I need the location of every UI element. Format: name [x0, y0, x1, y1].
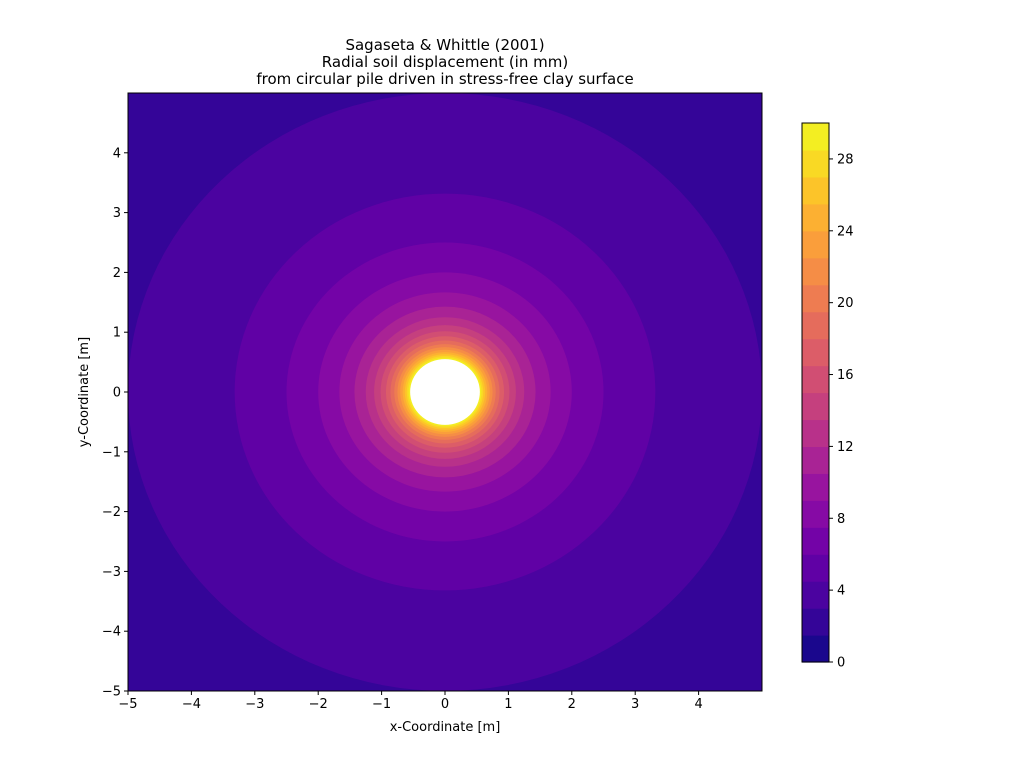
- colorbar-frame: [801, 122, 830, 663]
- colorbar-segment: [802, 176, 829, 205]
- y-tick-label: 2: [113, 266, 121, 281]
- x-tick-label: −5: [118, 697, 137, 712]
- colorbar-segment: [802, 635, 829, 663]
- title-line-3: from circular pile driven in stress-free…: [256, 70, 633, 88]
- y-tick-label: −4: [102, 625, 121, 640]
- colorbar-segment: [802, 446, 829, 474]
- y-tick-label: 1: [113, 326, 121, 341]
- colorbar-segment: [802, 500, 829, 528]
- pile: [410, 359, 480, 425]
- x-tick-label: 0: [441, 697, 449, 712]
- y-tick-label: −2: [102, 505, 121, 520]
- colorbar-segment: [802, 473, 829, 501]
- colorbar-segment: [802, 123, 829, 151]
- colorbar-tick-label: 28: [837, 152, 854, 167]
- x-tick-label: 1: [504, 697, 512, 712]
- x-tick-label: −1: [372, 697, 391, 712]
- colorbar-segment: [802, 203, 829, 232]
- x-tick-label: 2: [568, 697, 576, 712]
- colorbar-tick-label: 20: [837, 296, 854, 311]
- y-axis-label: y-Coordinate [m]: [77, 337, 92, 447]
- colorbar-tick-label: 0: [837, 656, 845, 671]
- colorbar-tick-label: 8: [837, 512, 845, 527]
- x-tick-label: −4: [182, 697, 201, 712]
- chart-title: Sagaseta & Whittle (2001) Radial soil di…: [256, 36, 633, 88]
- pile-hole: [410, 359, 480, 425]
- colorbar-segment: [802, 365, 829, 394]
- x-tick-label: −2: [309, 697, 328, 712]
- y-tick-label: 3: [113, 206, 121, 221]
- title-line-1: Sagaseta & Whittle (2001): [345, 36, 544, 54]
- colorbar-tick-label: 12: [837, 440, 854, 455]
- colorbar-segment: [802, 149, 829, 178]
- colorbar-segment: [802, 419, 829, 447]
- x-tick-label: 4: [694, 697, 702, 712]
- x-axis: −5 −4 −3 −2 −1 0 1 2 3 4: [118, 691, 703, 712]
- colorbar: 0 4 8 12 16 20 24 28: [801, 122, 854, 671]
- x-tick-label: 3: [631, 697, 639, 712]
- colorbar-segment: [802, 338, 829, 367]
- colorbar-segment: [802, 230, 829, 259]
- colorbar-tick-label: 24: [837, 224, 854, 239]
- colorbar-tick-label: 16: [837, 368, 854, 383]
- colorbar-tick-label: 4: [837, 584, 845, 599]
- y-tick-label: 4: [113, 146, 121, 161]
- colorbar-segment: [802, 392, 829, 421]
- y-tick-label: 0: [113, 386, 121, 401]
- colorbar-segment: [802, 527, 829, 555]
- colorbar-segment: [802, 257, 829, 286]
- y-tick-label: −5: [102, 685, 121, 700]
- colorbar-segment: [802, 581, 829, 609]
- y-tick-label: −1: [102, 445, 121, 460]
- y-tick-label: −3: [102, 565, 121, 580]
- colorbar-segment: [802, 311, 829, 340]
- colorbar-segment: [802, 284, 829, 313]
- x-tick-label: −3: [245, 697, 264, 712]
- y-axis: −5 −4 −3 −2 −1 0 1 2 3 4: [102, 146, 128, 700]
- x-axis-label: x-Coordinate [m]: [390, 720, 501, 735]
- colorbar-segment: [802, 608, 829, 636]
- colorbar-segment: [802, 554, 829, 582]
- title-line-2: Radial soil displacement (in mm): [322, 53, 568, 71]
